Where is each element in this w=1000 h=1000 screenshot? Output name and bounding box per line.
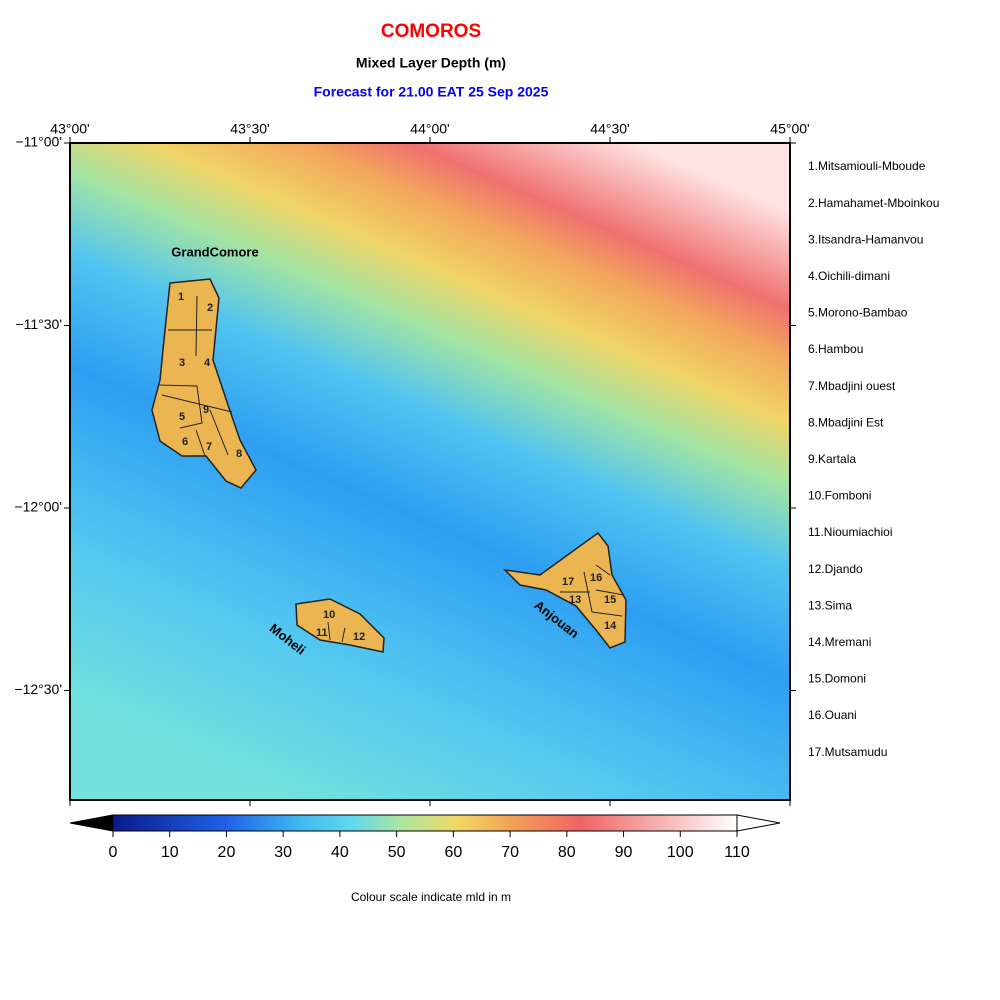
colorbar-tick-label: 40: [331, 844, 349, 861]
district-number: 13: [569, 594, 581, 606]
legend-entry: 5.Morono-Bambao: [808, 306, 908, 320]
legend-entry: 17.Mutsamudu: [808, 745, 887, 759]
colorbar-tick-label: 110: [724, 844, 750, 861]
colorbar-tick-label: 60: [444, 844, 462, 861]
colorbar-tick-label: 50: [388, 844, 406, 861]
colorbar: [112, 814, 738, 832]
legend-entry: 1.Mitsamiouli-Mboude: [808, 159, 926, 173]
district-number: 14: [604, 620, 617, 632]
legend-entry: 11.Nioumiachioi: [808, 525, 893, 539]
district-number: 1: [178, 291, 184, 303]
field: [69, 142, 791, 801]
legend-entry: 4.Oichili-dimani: [808, 269, 890, 283]
district-number: 3: [179, 357, 185, 369]
district-number: 12: [353, 631, 365, 643]
district-number: 11: [316, 627, 328, 639]
legend-entry: 8.Mbadjini Est: [808, 415, 884, 429]
subtitle: Mixed Layer Depth (m): [356, 55, 506, 71]
colorbar-tick-label: 90: [615, 844, 633, 861]
forecast: Forecast for 21.00 EAT 25 Sep 2025: [314, 84, 549, 100]
lat-label: −11°00': [15, 134, 62, 150]
legend-entry: 7.Mbadjini ouest: [808, 379, 896, 393]
district-number: 8: [236, 448, 242, 460]
legend-entry: 3.Itsandra-Hamanvou: [808, 232, 923, 246]
district-number: 6: [182, 436, 188, 448]
district-number: 5: [179, 411, 185, 423]
district-number: 16: [590, 572, 602, 584]
legend-entry: 2.Hamahamet-Mboinkou: [808, 196, 939, 210]
colorbar-tick-label: 0: [109, 844, 118, 861]
legend-entry: 10.Fomboni: [808, 489, 871, 503]
colorbar-tick-label: 100: [667, 844, 694, 861]
legend-entry: 16.Ouani: [808, 708, 857, 722]
legend-entry: 9.Kartala: [808, 452, 856, 466]
colorbar-tick-label: 10: [161, 844, 179, 861]
district-number: 17: [562, 576, 574, 588]
colorbar-caption: Colour scale indicate mld in m: [351, 890, 511, 904]
lon-label: 44°30': [590, 121, 629, 137]
title: COMOROS: [381, 21, 481, 42]
anjouan: [502, 531, 627, 649]
district-number: 10: [323, 609, 335, 621]
colorbar-over: [736, 814, 781, 832]
legend-entry: 6.Hambou: [808, 342, 863, 356]
lat-label: −11°30': [15, 316, 62, 332]
colorbar-tick-label: 20: [218, 844, 236, 861]
legend-entry: 13.Sima: [808, 598, 852, 612]
lat-label: −12°00': [14, 499, 62, 515]
district-number: 15: [604, 594, 616, 606]
district-number: 4: [204, 357, 211, 369]
district-number: 7: [206, 441, 212, 453]
legend-entry: 14.Mremani: [808, 635, 871, 649]
lon-label: 43°00': [50, 121, 89, 137]
district-number: 9: [203, 404, 209, 416]
colorbar-tick-label: 70: [501, 844, 519, 861]
lon-label: 45°00': [770, 121, 809, 137]
grand-comore: [151, 278, 257, 489]
colorbar-tick-label: 30: [274, 844, 292, 861]
legend-entry: 15.Domoni: [808, 672, 866, 686]
lon-label: 44°00': [410, 121, 449, 137]
lon-label: 43°30': [230, 121, 269, 137]
island-label: GrandComore: [171, 244, 258, 259]
lat-label: −12°30': [14, 681, 62, 697]
moheli: [295, 598, 385, 653]
district-number: 2: [207, 302, 213, 314]
legend-entry: 12.Djando: [808, 562, 863, 576]
colorbar-under: [69, 814, 114, 832]
colorbar-tick-label: 80: [558, 844, 576, 861]
